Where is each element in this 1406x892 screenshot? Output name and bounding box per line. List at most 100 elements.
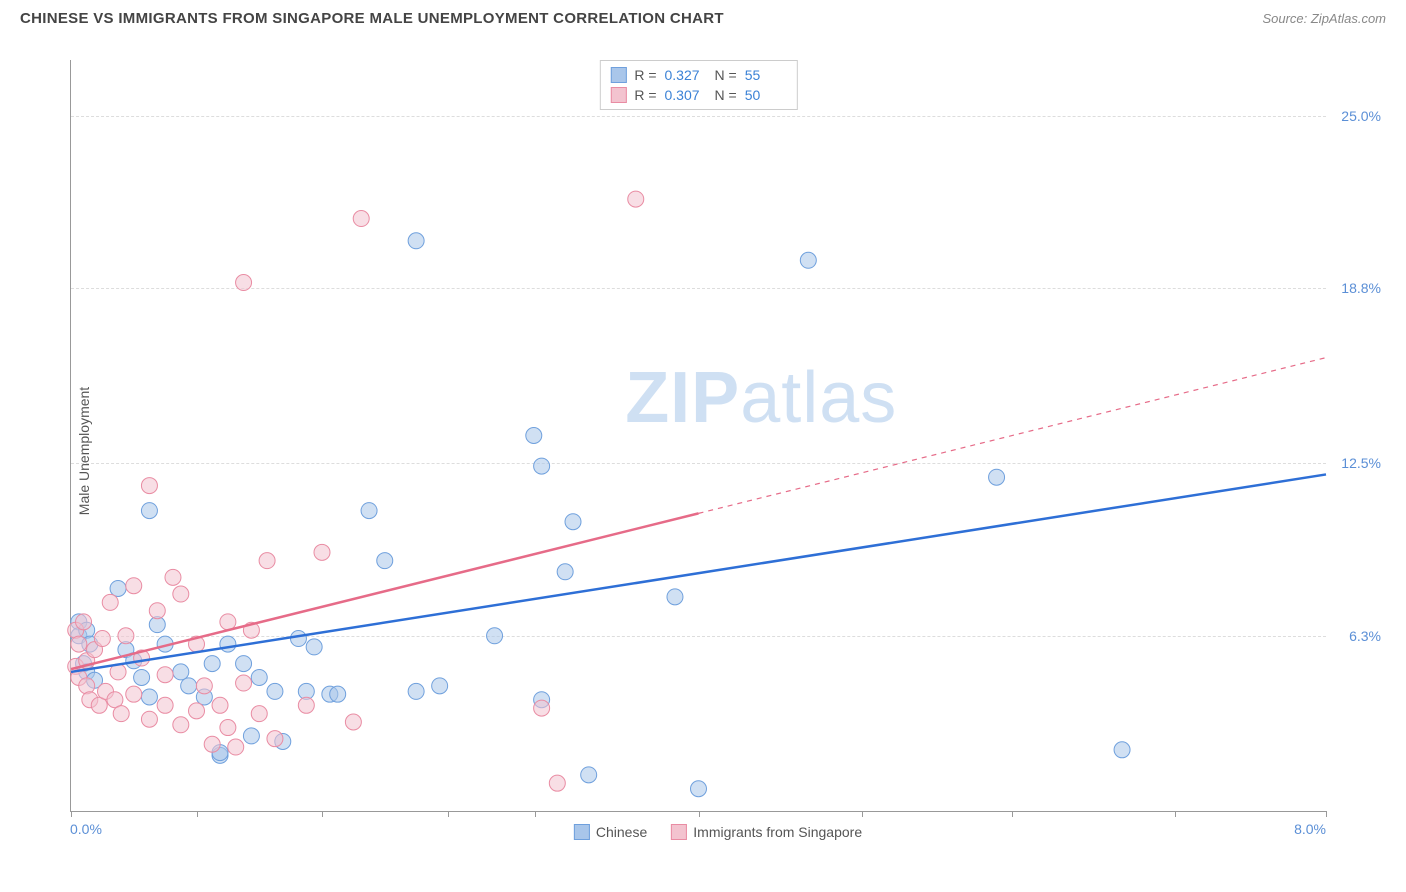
data-point [173,664,189,680]
data-point [110,580,126,596]
data-point [173,717,189,733]
data-point [94,631,110,647]
legend-swatch-1 [671,824,687,840]
legend-swatch-0 [574,824,590,840]
stat-label-n: N = [715,87,737,103]
legend-item-0: Chinese [574,824,647,840]
data-point [76,614,92,630]
x-axis-min-label: 0.0% [70,821,102,837]
data-point [251,706,267,722]
data-point [800,252,816,268]
data-point [134,669,150,685]
data-point [126,686,142,702]
x-tick [862,811,863,817]
data-point [204,736,220,752]
data-point [157,697,173,713]
y-tick-label: 25.0% [1341,108,1381,124]
data-point [236,275,252,291]
data-point [306,639,322,655]
chart-area: Male Unemployment ZIPatlas R = 0.327 N =… [50,60,1386,842]
data-point [487,628,503,644]
data-point [102,594,118,610]
data-point [534,700,550,716]
chart-title: CHINESE VS IMMIGRANTS FROM SINGAPORE MAL… [20,10,724,27]
swatch-series-0 [610,67,626,83]
legend-item-1: Immigrants from Singapore [671,824,862,840]
x-tick [1012,811,1013,817]
data-point [628,191,644,207]
x-tick [197,811,198,817]
x-tick [448,811,449,817]
x-tick [1326,811,1327,817]
y-tick-label: 18.8% [1341,280,1381,296]
data-point [314,544,330,560]
plot-region: ZIPatlas R = 0.327 N = 55 R = 0.307 N = … [70,60,1326,812]
data-point [298,697,314,713]
swatch-series-1 [610,87,626,103]
data-point [141,711,157,727]
data-point [126,578,142,594]
data-point [212,697,228,713]
data-point [141,478,157,494]
data-point [228,739,244,755]
data-point [243,728,259,744]
x-tick [322,811,323,817]
x-tick [699,811,700,817]
data-point [667,589,683,605]
data-point [251,669,267,685]
data-point [79,678,95,694]
trend-line-solid [71,513,699,669]
data-point [71,636,87,652]
x-axis-max-label: 8.0% [1294,821,1326,837]
x-tick [1175,811,1176,817]
y-tick-label: 12.5% [1341,455,1381,471]
stat-label-n: N = [715,67,737,83]
data-point [173,586,189,602]
legend-label-1: Immigrants from Singapore [693,824,862,840]
data-point [290,631,306,647]
data-point [330,686,346,702]
x-tick [71,811,72,817]
x-tick [535,811,536,817]
stat-label-r: R = [634,87,656,103]
data-point [113,706,129,722]
stats-row-series-0: R = 0.327 N = 55 [610,65,786,85]
stat-value-r-1: 0.307 [665,87,707,103]
data-point [691,781,707,797]
data-point [259,553,275,569]
data-point [189,703,205,719]
data-point [220,614,236,630]
y-tick-label: 6.3% [1349,628,1381,644]
data-point [989,469,1005,485]
data-point [149,603,165,619]
data-point [345,714,361,730]
chart-header: CHINESE VS IMMIGRANTS FROM SINGAPORE MAL… [0,0,1406,37]
legend-label-0: Chinese [596,824,647,840]
stats-legend-box: R = 0.327 N = 55 R = 0.307 N = 50 [599,60,797,110]
data-point [361,503,377,519]
data-point [236,675,252,691]
data-point [141,503,157,519]
data-point [157,667,173,683]
chart-source: Source: ZipAtlas.com [1262,11,1386,26]
data-point [377,553,393,569]
data-point [408,683,424,699]
data-point [181,678,197,694]
stat-value-r-0: 0.327 [665,67,707,83]
data-point [557,564,573,580]
data-point [165,569,181,585]
trend-line [71,474,1326,671]
data-point [141,689,157,705]
legend-bottom: Chinese Immigrants from Singapore [574,824,862,840]
data-point [267,683,283,699]
stats-row-series-1: R = 0.307 N = 50 [610,85,786,105]
stat-label-r: R = [634,67,656,83]
plot-svg [71,60,1326,811]
data-point [1114,742,1130,758]
stat-value-n-1: 50 [745,87,787,103]
data-point [353,211,369,227]
stat-value-n-0: 55 [745,67,787,83]
data-point [267,731,283,747]
data-point [220,636,236,652]
data-point [220,720,236,736]
